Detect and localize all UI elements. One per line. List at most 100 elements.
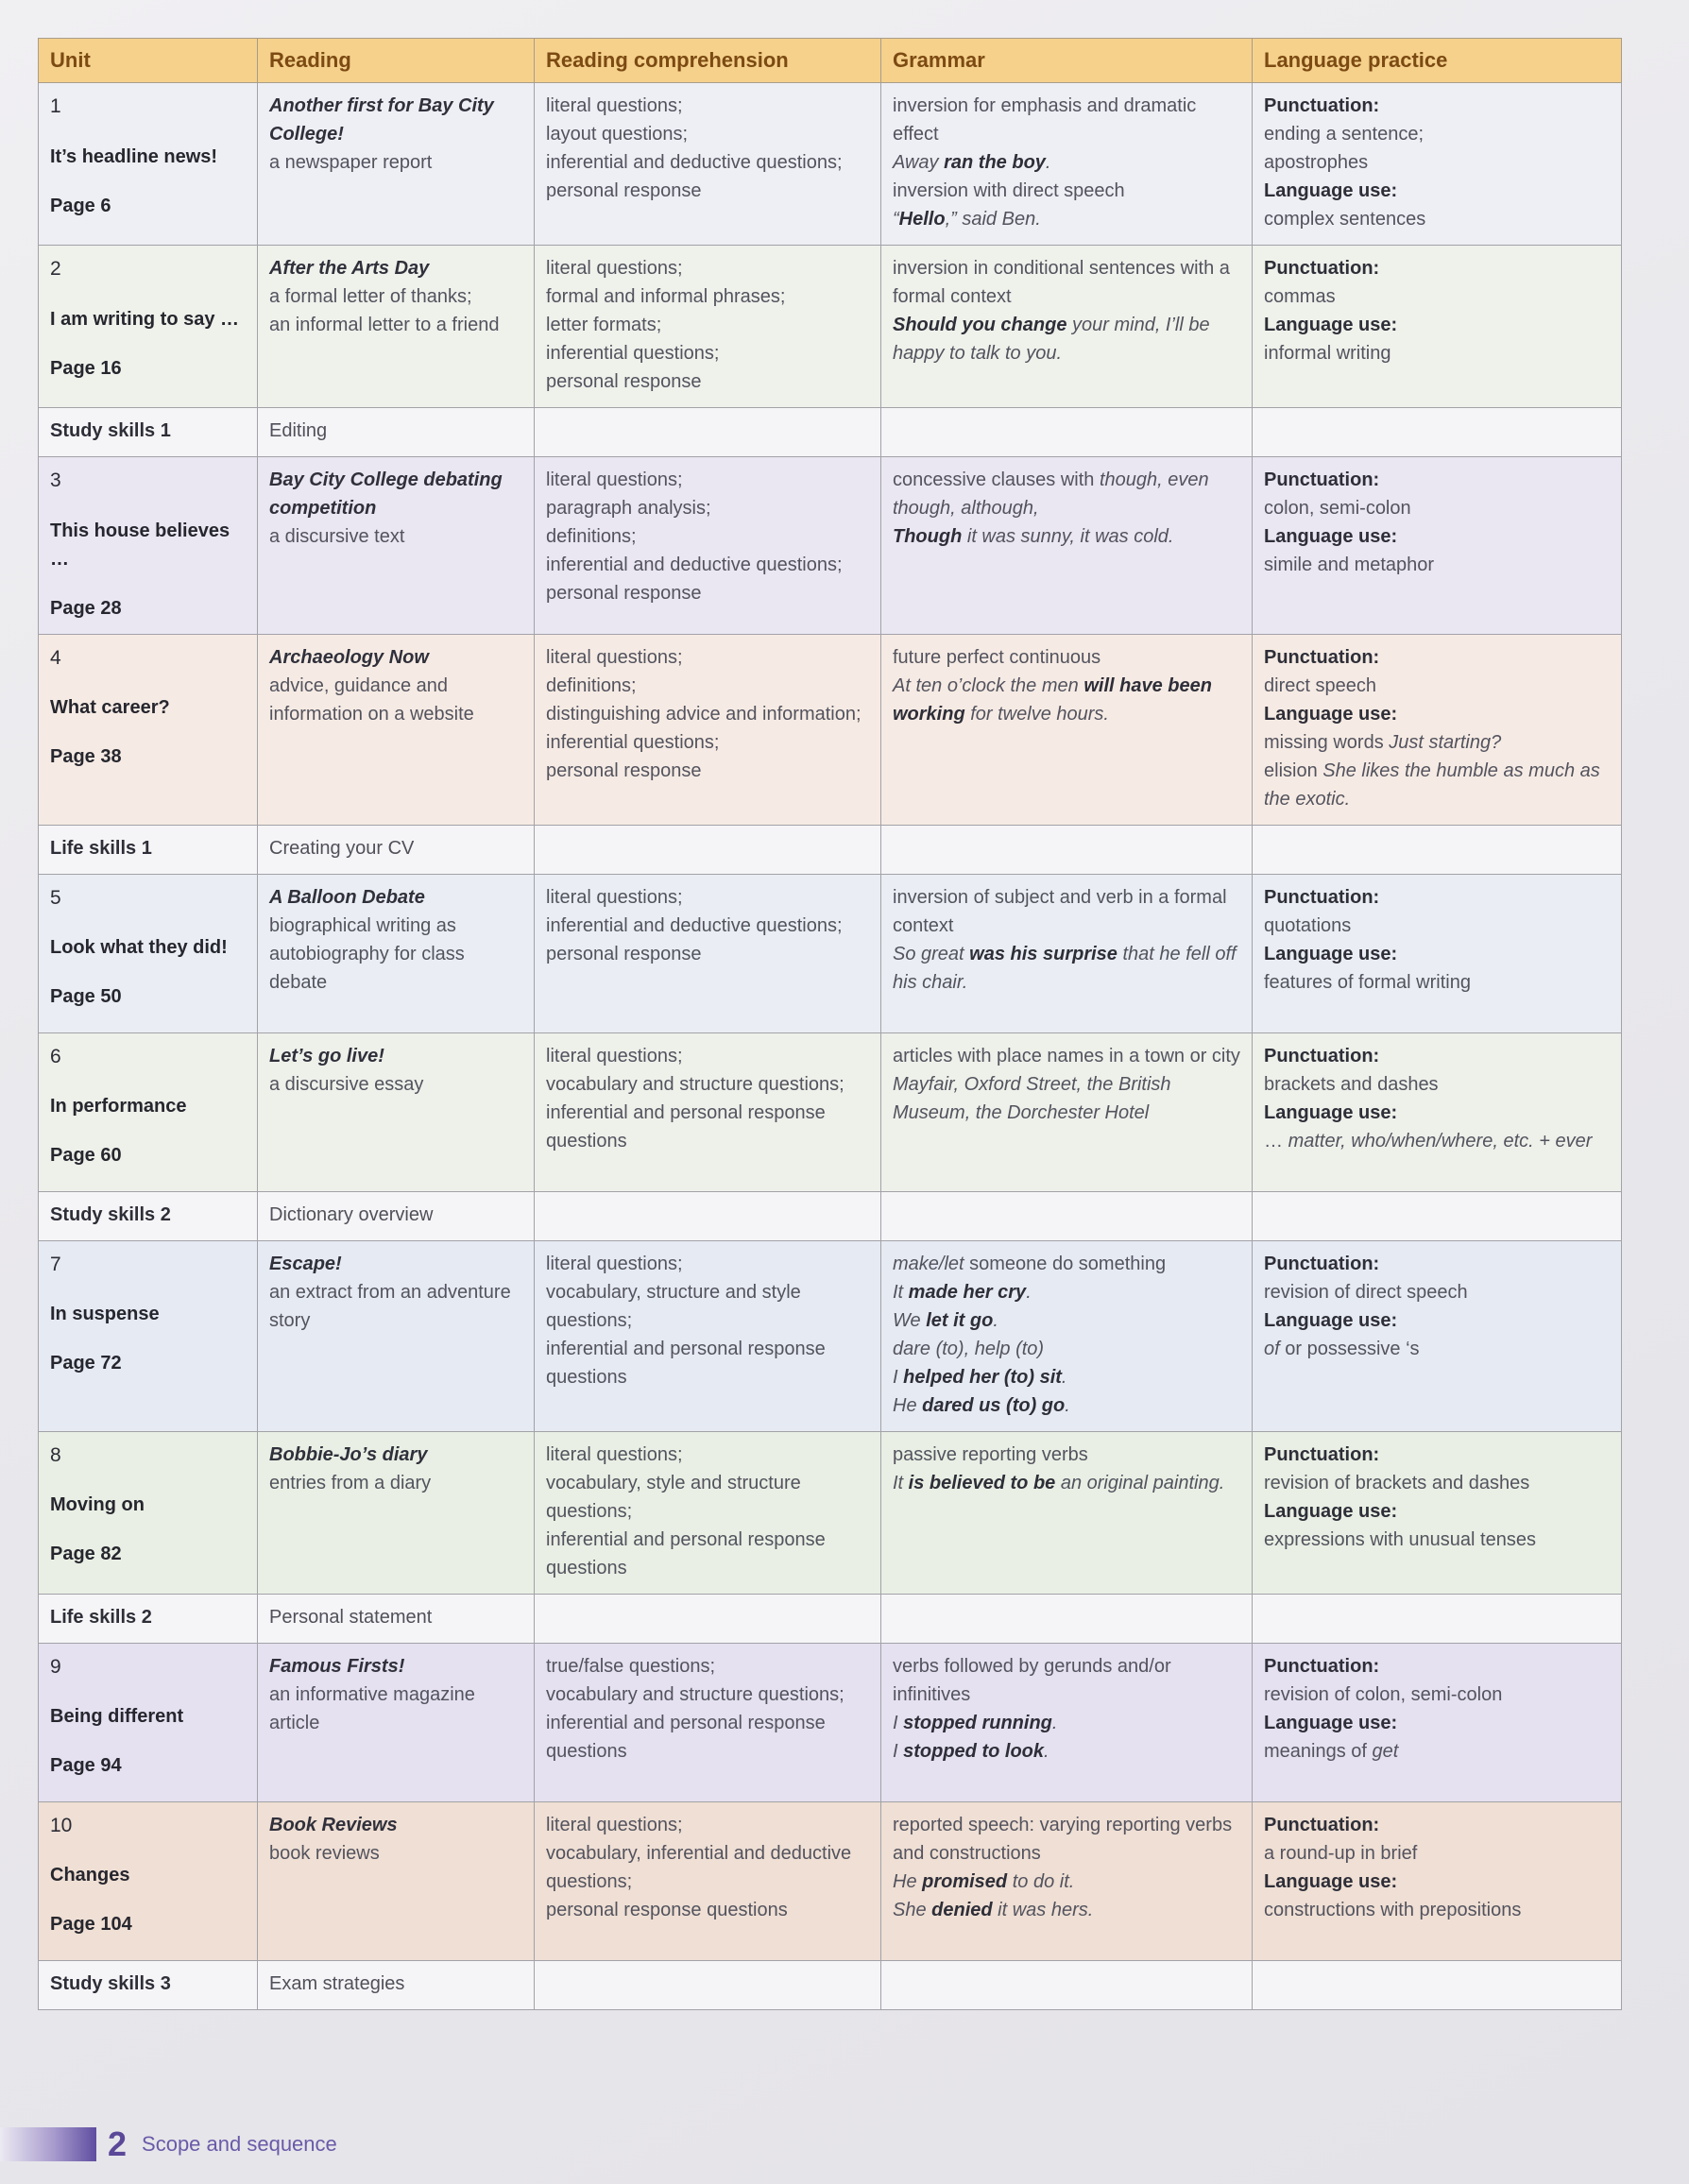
text-line: inferential and deductive questions; <box>546 152 843 173</box>
grammar-cell: inversion in conditional sentences with … <box>880 245 1253 408</box>
skills-label: Life skills 1 <box>50 837 152 859</box>
unit-row-7: 7 In suspense Page 72 Escape! an extract fro… <box>38 1239 1622 1432</box>
text-line: definitions; <box>546 674 637 696</box>
text-line: Punctuation: <box>1264 1814 1380 1835</box>
unit-number: 5 <box>50 886 61 909</box>
text-line: direct speech <box>1264 674 1376 696</box>
unit-page-ref: Page 6 <box>50 195 111 216</box>
text-line: … matter, who/when/where, etc. + ever <box>1264 1130 1593 1152</box>
practice-cell: Punctuation: colon, semi-colon Language us… <box>1252 456 1622 635</box>
comprehension-cell: literal questions; vocabulary and structu… <box>534 1032 881 1192</box>
reading-cell: Archaeology Now advice, guidance and info… <box>257 633 535 826</box>
unit-title: This house believes … <box>50 520 230 570</box>
unit-number: 3 <box>50 469 61 491</box>
text-line: He promised to do it. <box>893 1870 1075 1892</box>
reading-cell: Escape! an extract from an adventure stor… <box>257 1239 535 1432</box>
unit-row-10: 10 Changes Page 104 Book Reviews book review… <box>38 1800 1622 1961</box>
practice-cell: Punctuation: revision of brackets and das… <box>1252 1430 1622 1595</box>
text-line: inversion for emphasis and dramatic effe… <box>893 95 1197 145</box>
reading-title: Escape! <box>269 1253 342 1274</box>
skills-label-cell: Study skills 1 <box>38 407 258 457</box>
unit-title: Changes <box>50 1865 130 1885</box>
column-header-5: Language practice <box>1252 38 1622 83</box>
unit-title: In performance <box>50 1096 187 1117</box>
unit-title: In suspense <box>50 1304 160 1324</box>
skills-row: Life skills 2 Personal statement <box>38 1593 1622 1644</box>
text-line: Punctuation: <box>1264 469 1380 490</box>
text-line: layout questions; <box>546 124 689 145</box>
practice-cell: Punctuation: revision of colon, semi-colo… <box>1252 1642 1622 1802</box>
skills-value: Editing <box>269 420 328 441</box>
empty-cell <box>534 824 881 875</box>
practice-cell: Punctuation: revision of direct speech Lan… <box>1252 1239 1622 1432</box>
skills-value: Personal statement <box>269 1606 433 1628</box>
reading-cell: Another first for Bay City College! a new… <box>257 82 535 246</box>
text-line: inferential and deductive questions; <box>546 914 843 936</box>
text-line: personal response <box>546 371 702 392</box>
text-line: formal and informal phrases; <box>546 286 786 307</box>
text-line: literal questions; <box>546 886 683 908</box>
empty-cell <box>534 407 881 457</box>
text-line: Punctuation: <box>1264 95 1380 116</box>
unit-title: Being different <box>50 1706 184 1727</box>
text-line: I stopped running. <box>893 1712 1058 1733</box>
text-line: personal response <box>546 943 702 964</box>
empty-cell <box>534 1593 881 1644</box>
unit-cell: 4 What career? Page 38 <box>38 633 258 826</box>
unit-number: 9 <box>50 1655 61 1678</box>
text-line: inferential and personal response questi… <box>546 1528 826 1578</box>
skills-label-cell: Life skills 2 <box>38 1593 258 1644</box>
unit-number: 7 <box>50 1253 61 1275</box>
unit-title: What career? <box>50 697 170 718</box>
text-line: expressions with unusual tenses <box>1264 1528 1536 1550</box>
reading-title: A Balloon Debate <box>269 886 425 908</box>
text-line: Language use: <box>1264 703 1398 725</box>
reading-title: Bobbie-Jo’s diary <box>269 1443 428 1465</box>
text-line: an extract from an adventure story <box>269 1281 511 1331</box>
text-line: elision She likes the humble as much as … <box>1264 759 1600 810</box>
skills-value: Creating your CV <box>269 837 415 859</box>
text-line: Punctuation: <box>1264 1655 1380 1677</box>
grammar-cell: concessive clauses with though, even tho… <box>880 456 1253 635</box>
text-line: definitions; <box>546 526 637 547</box>
text-line: missing words Just starting? <box>1264 731 1502 753</box>
unit-cell: 3 This house believes … Page 28 <box>38 456 258 635</box>
unit-title: I am writing to say … <box>50 308 240 330</box>
text-line: biographical writing as autobiography fo… <box>269 914 465 993</box>
skills-label: Study skills 2 <box>50 1203 171 1225</box>
reading-title: Book Reviews <box>269 1814 398 1835</box>
grammar-cell: reported speech: varying reporting verbs… <box>880 1800 1253 1961</box>
unit-cell: 9 Being different Page 94 <box>38 1642 258 1802</box>
column-header-2: Reading <box>257 38 535 83</box>
text-line: Punctuation: <box>1264 1045 1380 1066</box>
skills-label-cell: Study skills 3 <box>38 1959 258 2010</box>
text-line: It made her cry. <box>893 1281 1032 1303</box>
text-line: revision of colon, semi-colon <box>1264 1683 1503 1705</box>
text-line: She denied it was hers. <box>893 1899 1094 1920</box>
unit-row-8: 8 Moving on Page 82 Bobbie-Jo’s diary entrie… <box>38 1430 1622 1595</box>
reading-cell: Famous Firsts! an informative magazine ar… <box>257 1642 535 1802</box>
text-line: verbs followed by gerunds and/or infinit… <box>893 1655 1171 1705</box>
text-line: vocabulary, structure and style question… <box>546 1281 801 1331</box>
page-footer: 2 Scope and sequence <box>0 2127 337 2161</box>
text-line: literal questions; <box>546 1253 683 1274</box>
text-line: Language use: <box>1264 1500 1398 1522</box>
comprehension-cell: literal questions; vocabulary, structure … <box>534 1239 881 1432</box>
comprehension-cell: true/false questions; vocabulary and stru… <box>534 1642 881 1802</box>
skills-value-cell: Creating your CV <box>257 824 535 875</box>
unit-cell: 2 I am writing to say … Page 16 <box>38 245 258 408</box>
skills-label-cell: Study skills 2 <box>38 1190 258 1241</box>
unit-page-ref: Page 50 <box>50 986 122 1007</box>
header-row: Unit Reading Reading comprehension Grammar L… <box>38 38 1622 83</box>
text-line: an informative magazine article <box>269 1683 475 1733</box>
text-line: I stopped to look. <box>893 1740 1049 1762</box>
unit-title: It’s headline news! <box>50 145 218 167</box>
comprehension-cell: literal questions; paragraph analysis; def… <box>534 456 881 635</box>
text-line: simile and metaphor <box>1264 555 1435 575</box>
page-number: 2 <box>108 2124 128 2163</box>
skills-value: Dictionary overview <box>269 1203 434 1225</box>
reading-cell: Bay City College debating competition a d… <box>257 456 535 635</box>
text-line: We let it go. <box>893 1309 998 1331</box>
text-line: inversion with direct speech <box>893 180 1125 201</box>
